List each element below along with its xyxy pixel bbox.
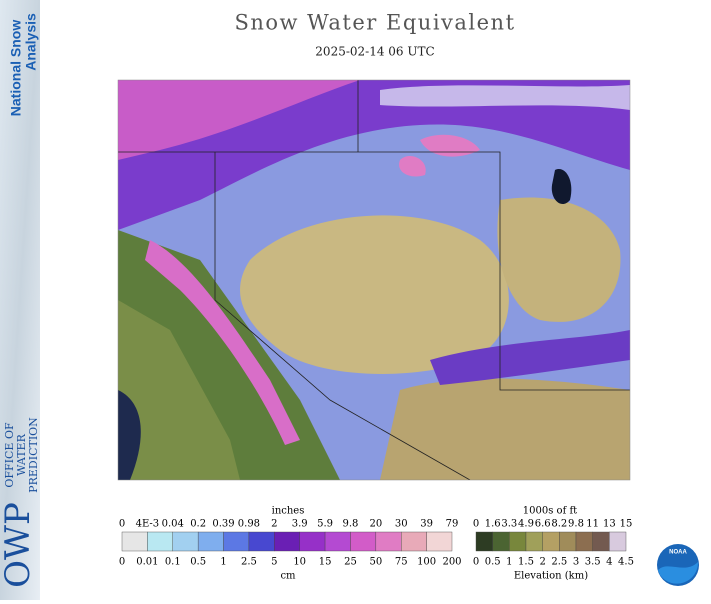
title: Snow Water Equivalent (234, 11, 515, 35)
map (118, 80, 630, 480)
legend-label: 79 (446, 519, 459, 530)
legend-label: 75 (395, 557, 408, 568)
legend-swatch (299, 531, 326, 552)
map-frame (117, 79, 631, 481)
legend-swatch (147, 531, 173, 552)
office-line: PREDICTION (27, 417, 40, 493)
legend-swatch (401, 531, 427, 552)
legend-swatch (475, 531, 493, 552)
legend-swatch (525, 531, 543, 552)
legend-label: 1 (506, 557, 512, 568)
legend-label: 0.1 (165, 557, 181, 568)
legend-label: 11 (586, 519, 599, 530)
legend-unit: 1000s of ft (523, 506, 577, 517)
legend-label: 0 (473, 557, 479, 568)
legend-label: 5.9 (317, 519, 333, 530)
legend-swatch (248, 531, 275, 552)
legend-label: 4 (606, 557, 612, 568)
product-line: Analysis (23, 13, 39, 71)
legend-label: 0.01 (136, 557, 158, 568)
office-line: OFFICE OF (3, 422, 16, 488)
legend-label: 3 (573, 557, 579, 568)
legend-label: 50 (369, 557, 382, 568)
legend-label: 1 (220, 557, 226, 568)
legend-label: 0 (119, 519, 125, 530)
legend-label: 30 (395, 519, 408, 530)
sidebar (0, 0, 40, 600)
legend-label: 1.6 (485, 519, 501, 530)
legend-swatch (509, 531, 527, 552)
legend-swatch (274, 531, 300, 552)
legend-label: 3.3 (501, 519, 517, 530)
legend-label: 3.9 (292, 519, 308, 530)
legend-label: 9.8 (343, 519, 359, 530)
legend-label: 4.9 (518, 519, 534, 530)
legend-swatch (223, 531, 250, 552)
legend-label: 3.5 (585, 557, 601, 568)
legend-label: 2.5 (241, 557, 257, 568)
legend-label: 9.8 (568, 519, 584, 530)
legend-label: 200 (442, 557, 461, 568)
subtitle: 2025-02-14 06 UTC (315, 45, 434, 59)
legend-swatch (575, 531, 593, 552)
legend-label: 1.5 (518, 557, 534, 568)
legend-label: 2 (271, 519, 277, 530)
legend-label: 0.39 (212, 519, 234, 530)
legend-swatch (324, 531, 351, 552)
legend-label: 0.98 (238, 519, 260, 530)
legend-label: 2.5 (551, 557, 567, 568)
office-line: WATER (15, 433, 28, 475)
legend-label: 0 (473, 519, 479, 530)
legend-label: 0.5 (190, 557, 206, 568)
legend-unit: inches (272, 506, 305, 517)
legend-label: 10 (293, 557, 306, 568)
legend-label: 15 (620, 519, 633, 530)
legend-unit: Elevation (km) (514, 571, 588, 582)
legend-swatch (592, 531, 610, 552)
legend-label: 4.5 (618, 557, 634, 568)
legend-swatch (121, 531, 148, 552)
legend-label: 8.2 (551, 519, 567, 530)
legend-swatch (426, 531, 453, 552)
legend-swatch (172, 531, 199, 552)
legend-swatch (609, 531, 627, 552)
legend-label: 4E-3 (136, 519, 160, 530)
logo-text: NOAA (669, 550, 687, 556)
legend-unit: cm (280, 571, 296, 582)
legend-label: 0.2 (190, 519, 206, 530)
legend-label: 6.6 (535, 519, 551, 530)
legend-label: 100 (417, 557, 436, 568)
logo-wave (658, 562, 699, 584)
legend-swatch (197, 531, 224, 552)
legend-swatch (375, 531, 402, 552)
legend-swatch (559, 531, 577, 552)
legend-label: 20 (369, 519, 382, 530)
legend-label: 15 (319, 557, 332, 568)
product-line: National Snow (8, 20, 24, 117)
legend-label: 0.04 (162, 519, 184, 530)
legend-label: 13 (603, 519, 616, 530)
legend-swatch (492, 531, 510, 552)
legend-label: 5 (271, 557, 277, 568)
legend-label: 0.5 (485, 557, 501, 568)
legend-swatch (542, 531, 560, 552)
legend-swatch (350, 531, 377, 552)
office-acronym: OWP (0, 502, 38, 588)
legend-label: 39 (420, 519, 433, 530)
legend-label: 0 (119, 557, 125, 568)
legend-label: 2 (539, 557, 545, 568)
legend-label: 25 (344, 557, 357, 568)
